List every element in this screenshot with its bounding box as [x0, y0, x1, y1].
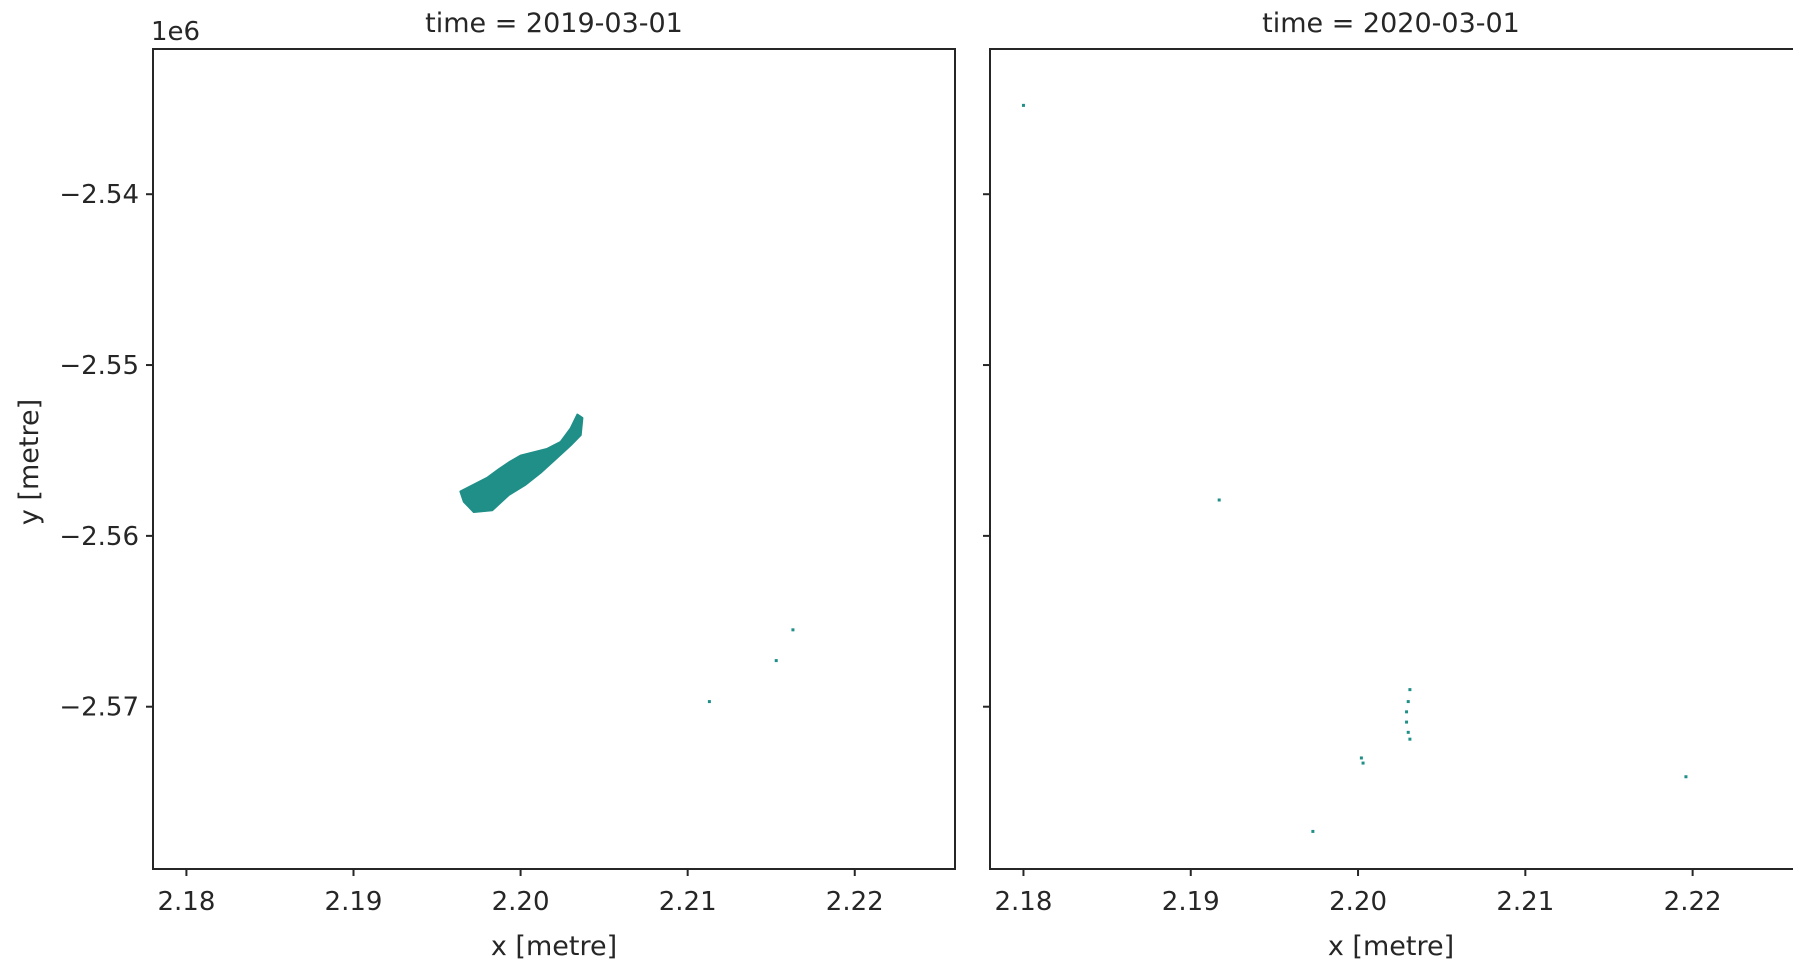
x-tick-label-2-22: 2.22: [826, 887, 884, 917]
axes-frame: [152, 48, 956, 870]
y-tick-label-2-56: −2.56: [59, 522, 139, 552]
x-tick-label-2-20: 2.20: [492, 887, 550, 917]
data-point: [1405, 720, 1409, 724]
x-tick-label-2-19: 2.19: [325, 887, 383, 917]
y-tick-label-2-55: −2.55: [59, 351, 139, 381]
data-point: [1217, 498, 1221, 502]
data-point: [791, 628, 795, 632]
axes-frame: [989, 48, 1793, 870]
x-tick-label-2-18: 2.18: [995, 887, 1053, 917]
panel-title: time = 2019-03-01: [425, 8, 683, 39]
panel-2020: time = 2020-03-01 2.18 2.19 2.20 2.21 2.22 x […: [983, 8, 1793, 962]
y-tick-label-2-57: −2.57: [59, 693, 139, 723]
data-point: [1311, 829, 1315, 833]
data-point: [1406, 700, 1410, 704]
y-tick-label-2-54: −2.54: [59, 180, 139, 210]
data-point: [1405, 710, 1409, 714]
x-axis-label: x [metre]: [491, 931, 617, 962]
x-tick-label-2-21: 2.21: [1496, 887, 1554, 917]
data-point: [774, 659, 778, 663]
water-region: [459, 413, 584, 513]
y-axis-label: y [metre]: [14, 399, 45, 525]
x-tick-label-2-20: 2.20: [1329, 887, 1387, 917]
data-point: [707, 700, 711, 704]
data-point: [1361, 761, 1365, 765]
data-point: [1021, 103, 1025, 107]
x-tick-label-2-18: 2.18: [157, 887, 215, 917]
data-point: [1408, 737, 1412, 741]
x-axis-label: x [metre]: [1328, 931, 1454, 962]
data-point: [1359, 756, 1363, 760]
data-point: [1684, 775, 1688, 779]
panel-title: time = 2020-03-01: [1262, 8, 1520, 39]
y-offset-label: 1e6: [151, 17, 200, 47]
data-point: [1408, 688, 1412, 692]
x-tick-label-2-19: 2.19: [1162, 887, 1220, 917]
data-point: [1406, 730, 1410, 734]
x-tick-label-2-21: 2.21: [659, 887, 717, 917]
x-tick-label-2-22: 2.22: [1664, 887, 1722, 917]
panel-2019: time = 2019-03-01 2.18 2.19 2.20 2.21 2.22 −2.…: [59, 8, 956, 962]
